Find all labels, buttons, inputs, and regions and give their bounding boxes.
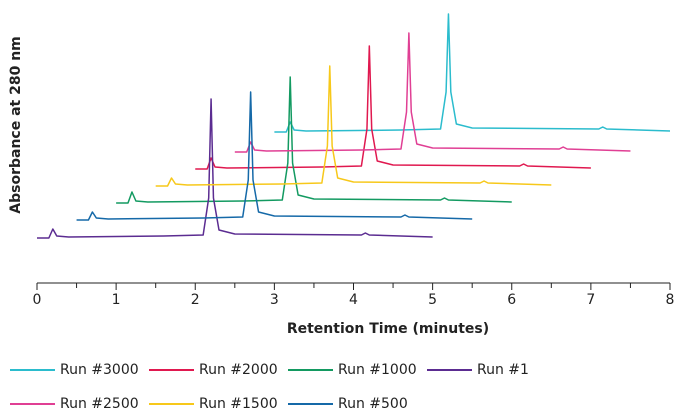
legend-label: Run #1000 xyxy=(338,362,417,378)
series-line xyxy=(37,98,433,239)
x-tick-label: 0 xyxy=(33,292,42,308)
x-tick-label: 7 xyxy=(586,292,595,308)
series-line xyxy=(116,76,512,204)
x-axis-label: Retention Time (minutes) xyxy=(287,321,489,337)
legend-label: Run #2000 xyxy=(199,362,278,378)
legend-label: Run #3000 xyxy=(60,362,139,378)
x-tick-label: 8 xyxy=(666,292,675,308)
series-line xyxy=(234,32,631,153)
y-axis-label: Absorbance at 280 nm xyxy=(8,36,24,213)
series-line xyxy=(155,65,552,187)
legend-label: Run #2500 xyxy=(60,396,139,411)
series-line xyxy=(76,91,473,221)
x-tick-label: 2 xyxy=(191,292,200,308)
legend-label: Run #1 xyxy=(477,362,529,378)
x-tick-label: 5 xyxy=(428,292,437,308)
x-tick-label: 3 xyxy=(270,292,279,308)
x-tick-label: 6 xyxy=(507,292,516,308)
legend-label: Run #500 xyxy=(338,396,408,411)
series-line xyxy=(274,13,671,133)
legend-label: Run #1500 xyxy=(199,396,278,411)
x-tick-label: 1 xyxy=(112,292,121,308)
x-tick-label: 4 xyxy=(349,292,358,308)
